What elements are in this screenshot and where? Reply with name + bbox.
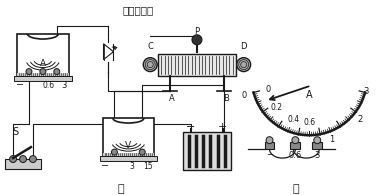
Text: 0: 0 bbox=[241, 90, 247, 99]
Text: 0.4: 0.4 bbox=[287, 115, 299, 124]
Circle shape bbox=[237, 58, 251, 72]
Circle shape bbox=[192, 35, 202, 45]
Text: −: − bbox=[186, 122, 196, 132]
Circle shape bbox=[26, 69, 32, 74]
Text: 3: 3 bbox=[61, 81, 66, 90]
Text: 甲: 甲 bbox=[117, 184, 124, 194]
Bar bbox=[102, 118, 154, 156]
Text: 0.6: 0.6 bbox=[289, 151, 302, 160]
Bar bbox=[290, 142, 300, 149]
Text: P: P bbox=[194, 27, 199, 36]
Text: 3: 3 bbox=[363, 87, 369, 97]
Text: V: V bbox=[125, 141, 132, 150]
Circle shape bbox=[266, 137, 273, 144]
Text: 0.6: 0.6 bbox=[43, 81, 55, 90]
Text: 1: 1 bbox=[329, 135, 334, 144]
Polygon shape bbox=[103, 44, 113, 60]
Bar bbox=[17, 73, 69, 75]
Text: A: A bbox=[40, 59, 46, 68]
Text: 乙: 乙 bbox=[292, 184, 299, 194]
Text: 0.2: 0.2 bbox=[270, 103, 282, 112]
Text: 15: 15 bbox=[143, 161, 153, 170]
Circle shape bbox=[143, 58, 157, 72]
Text: C: C bbox=[147, 42, 153, 51]
Text: +: + bbox=[218, 122, 227, 132]
Text: 0: 0 bbox=[265, 85, 271, 94]
Bar bbox=[183, 132, 231, 170]
Circle shape bbox=[54, 69, 60, 74]
Circle shape bbox=[40, 69, 46, 74]
Text: 0.6: 0.6 bbox=[303, 118, 315, 127]
Text: D: D bbox=[240, 42, 247, 51]
Text: A: A bbox=[306, 90, 313, 100]
Text: −: − bbox=[16, 81, 24, 90]
Text: 3: 3 bbox=[129, 161, 134, 170]
Bar bbox=[100, 156, 157, 161]
Text: −: − bbox=[266, 151, 273, 160]
Bar bbox=[102, 153, 154, 156]
Circle shape bbox=[30, 156, 36, 163]
Bar bbox=[265, 142, 274, 149]
Text: 发光二极管: 发光二极管 bbox=[123, 5, 154, 15]
Circle shape bbox=[9, 156, 17, 163]
Circle shape bbox=[19, 156, 27, 163]
Circle shape bbox=[292, 137, 299, 144]
Bar bbox=[158, 54, 236, 75]
Bar bbox=[14, 75, 72, 81]
Text: 2: 2 bbox=[357, 115, 362, 124]
Text: −: − bbox=[102, 161, 110, 171]
Text: B: B bbox=[223, 94, 229, 103]
Text: S: S bbox=[12, 127, 18, 137]
Circle shape bbox=[139, 149, 145, 155]
Circle shape bbox=[111, 149, 117, 155]
Bar bbox=[17, 34, 69, 75]
Text: A: A bbox=[169, 94, 175, 103]
Bar bbox=[5, 159, 41, 169]
Bar bbox=[312, 142, 322, 149]
Circle shape bbox=[314, 137, 321, 144]
Text: 3: 3 bbox=[315, 151, 320, 160]
